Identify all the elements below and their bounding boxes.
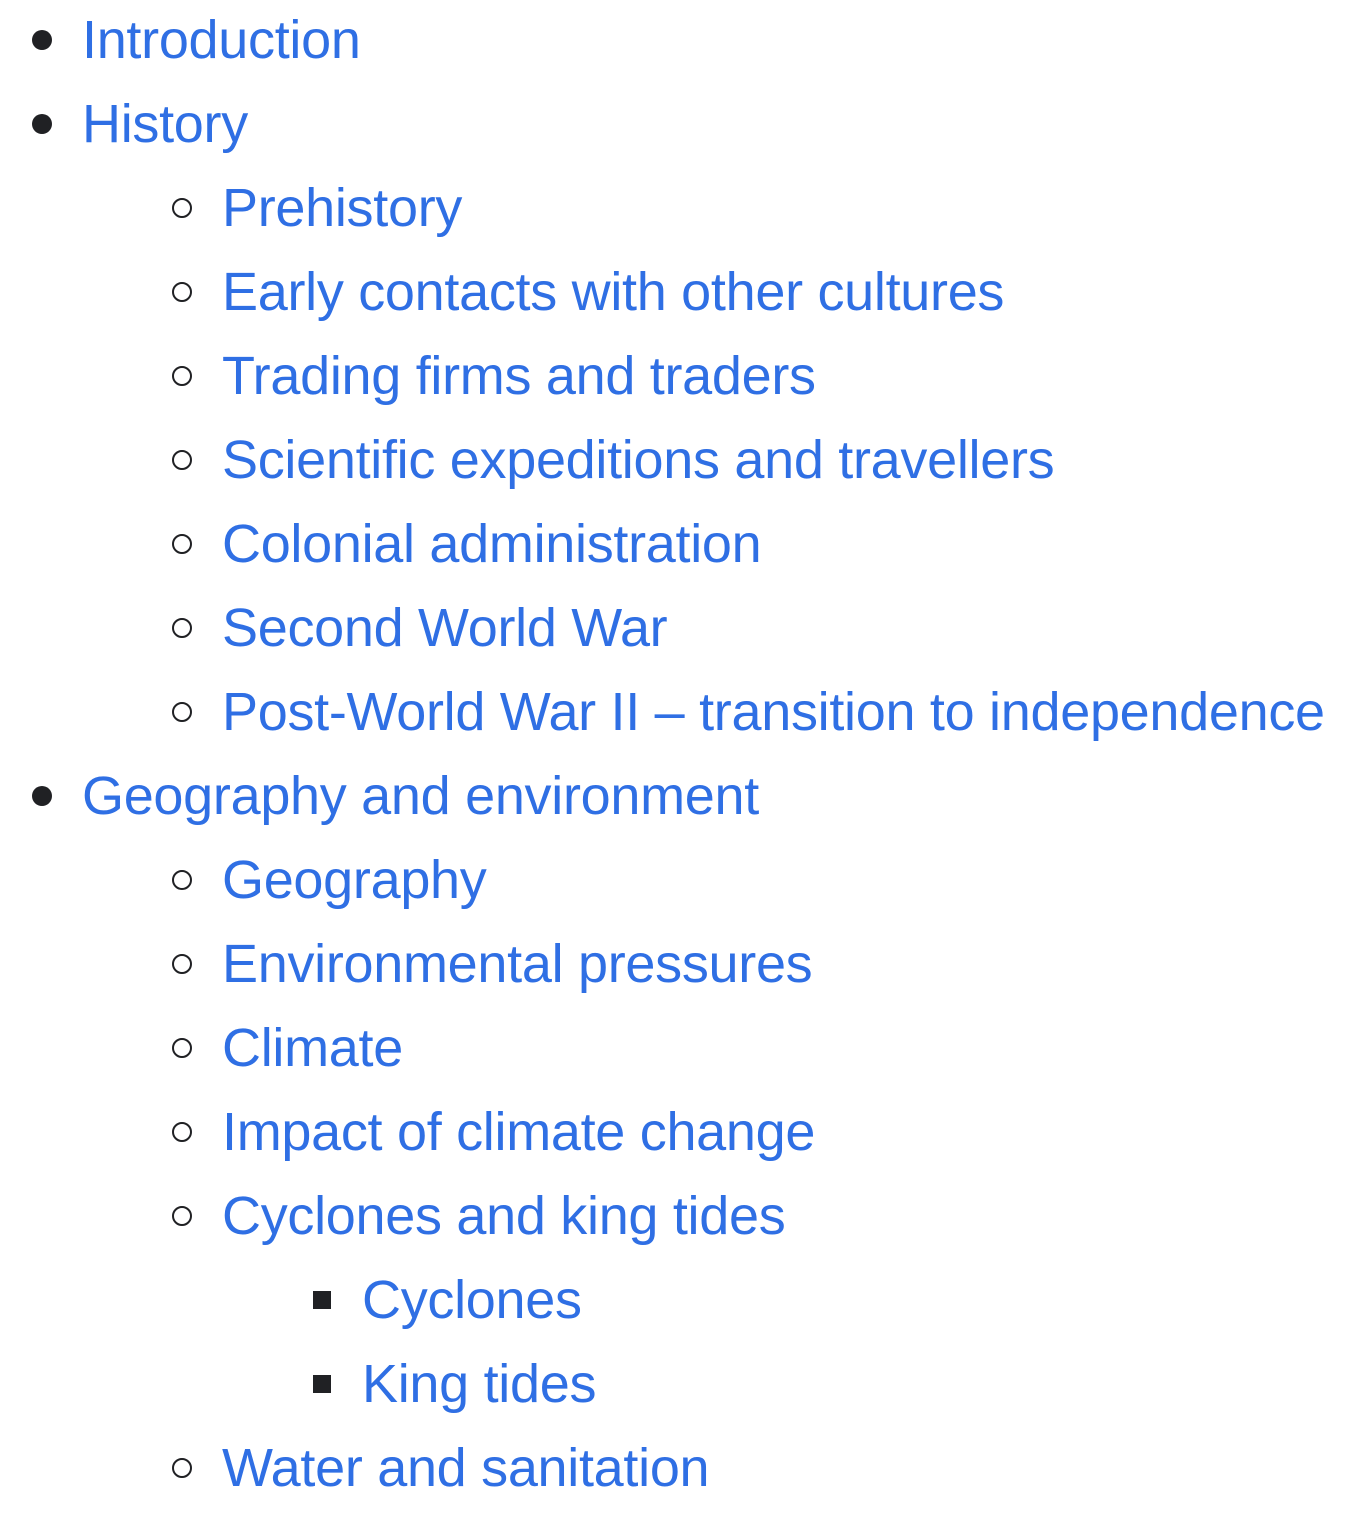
- circle-bullet-icon: [172, 1206, 192, 1226]
- toc-link-introduction[interactable]: Introduction: [82, 10, 361, 70]
- circle-bullet-icon: [172, 1122, 192, 1142]
- toc-link-scientific-expeditions[interactable]: Scientific expeditions and travellers: [222, 430, 1055, 490]
- square-bullet-icon: [313, 1291, 331, 1309]
- toc-link-cyclones-and-king-tides[interactable]: Cyclones and king tides: [222, 1186, 786, 1246]
- disc-bullet-icon: [32, 114, 52, 134]
- toc-link-geography[interactable]: Geography: [222, 850, 487, 910]
- toc-link-water-and-sanitation[interactable]: Water and sanitation: [222, 1438, 710, 1498]
- disc-bullet-icon: [32, 786, 52, 806]
- circle-bullet-icon: [172, 450, 192, 470]
- circle-bullet-icon: [172, 1458, 192, 1478]
- toc-link-colonial-administration[interactable]: Colonial administration: [222, 514, 762, 574]
- circle-bullet-icon: [172, 366, 192, 386]
- circle-bullet-icon: [172, 702, 192, 722]
- toc-link-climate[interactable]: Climate: [222, 1018, 403, 1078]
- circle-bullet-icon: [172, 534, 192, 554]
- toc-link-early-contacts[interactable]: Early contacts with other cultures: [222, 262, 1005, 322]
- toc-link-cyclones[interactable]: Cyclones: [362, 1270, 582, 1330]
- toc-link-king-tides[interactable]: King tides: [362, 1354, 597, 1414]
- toc-link-second-world-war[interactable]: Second World War: [222, 598, 668, 658]
- toc-link-post-world-war-ii[interactable]: Post-World War II – transition to indepe…: [222, 682, 1325, 742]
- circle-bullet-icon: [172, 954, 192, 974]
- toc-link-geography-and-environment[interactable]: Geography and environment: [82, 766, 759, 826]
- toc-link-history[interactable]: History: [82, 94, 248, 154]
- toc-link-impact-of-climate-change[interactable]: Impact of climate change: [222, 1102, 816, 1162]
- disc-bullet-icon: [32, 30, 52, 50]
- circle-bullet-icon: [172, 198, 192, 218]
- circle-bullet-icon: [172, 1038, 192, 1058]
- square-bullet-icon: [313, 1375, 331, 1393]
- toc-link-trading-firms[interactable]: Trading firms and traders: [222, 346, 816, 406]
- toc-link-environmental-pressures[interactable]: Environmental pressures: [222, 934, 813, 994]
- toc-link-prehistory[interactable]: Prehistory: [222, 178, 463, 238]
- circle-bullet-icon: [172, 870, 192, 890]
- circle-bullet-icon: [172, 282, 192, 302]
- circle-bullet-icon: [172, 618, 192, 638]
